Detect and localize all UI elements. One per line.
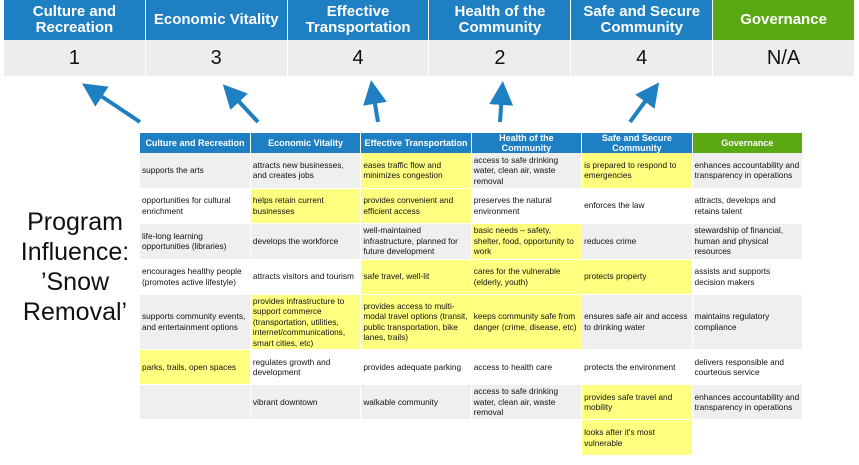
- category-score: 1: [4, 40, 146, 76]
- table-column-header: Health of the Community: [471, 133, 583, 153]
- category-header: Safe and Secure Community: [571, 0, 714, 40]
- arrow-icon: [489, 81, 514, 123]
- table-column-header: Safe and Secure Community: [581, 133, 693, 153]
- table-cell: assists and supports decision makers: [692, 259, 804, 295]
- table-cell: attracts visitors and tourism: [250, 259, 362, 295]
- table-cell: encourages healthy people (promotes acti…: [140, 259, 251, 295]
- table-cell: delivers responsible and courteous servi…: [692, 349, 804, 385]
- table-cell: helps retain current businesses: [250, 188, 362, 224]
- table-cell: supports the arts: [140, 153, 251, 189]
- table-column-header: Effective Transportation: [360, 133, 472, 153]
- table-cell: parks, trails, open spaces: [140, 349, 251, 385]
- table-cell: maintains regulatory compliance: [692, 294, 804, 350]
- table-cell: [360, 419, 472, 456]
- table-row: parks, trails, open spaces regulates grow…: [140, 349, 804, 385]
- table-cell: develops the workforce: [250, 223, 362, 260]
- table-cell: provides access to multi-modal travel op…: [360, 294, 472, 350]
- scorecard: Culture and Recreation Economic Vitality E…: [4, 0, 855, 76]
- table-cell: vibrant downtown: [250, 384, 362, 420]
- category-score: 2: [429, 40, 572, 76]
- table-column-header: Governance: [692, 133, 804, 153]
- table-cell: opportunities for cultural enrichment: [140, 188, 251, 224]
- arrow-icon: [628, 82, 660, 124]
- category-score: 3: [145, 40, 288, 76]
- table-row: life-long learning opportunities (librar…: [140, 223, 804, 260]
- table-cell: [692, 419, 804, 456]
- table-cell: supports community events, and entertain…: [140, 294, 251, 350]
- table-cell: walkable community: [360, 384, 472, 420]
- table-cell: well-maintained infrastructure, planned …: [360, 223, 472, 260]
- table-cell: [140, 419, 251, 456]
- table-cell: provides adequate parking: [360, 349, 472, 385]
- table-cell: enhances accountability and transparency…: [692, 384, 804, 420]
- table-cell: cares for the vulnerable (elderly, youth…: [471, 259, 583, 295]
- table-cell: eases traffic flow and minimizes congest…: [360, 153, 472, 189]
- table-cell: regulates growth and development: [250, 349, 362, 385]
- table-cell: looks after it's most vulnerable: [581, 419, 693, 456]
- category-score: 4: [287, 40, 430, 76]
- table-cell: reduces crime: [581, 223, 693, 260]
- table-cell: enforces the law: [581, 188, 693, 224]
- arrow-icon: [222, 84, 260, 124]
- table-cell: protects the environment: [581, 349, 693, 385]
- table-cell: preserves the natural environment: [471, 188, 583, 224]
- table-cell: [471, 419, 583, 456]
- table-cell: protects property: [581, 259, 693, 295]
- table-cell: life-long learning opportunities (librar…: [140, 223, 251, 260]
- table-cell: stewardship of financial, human and phys…: [692, 223, 804, 260]
- table-cell: access to health care: [471, 349, 583, 385]
- table-cell: keeps community safe from danger (crime,…: [471, 294, 583, 350]
- table-column-header: Culture and Recreation: [140, 133, 251, 153]
- table-cell: access to safe drinking water, clean air…: [471, 153, 583, 189]
- table-cell: attracts, develops and retains talent: [692, 188, 804, 224]
- table-cell: safe travel, well-lit: [360, 259, 472, 295]
- table-cell: [250, 419, 362, 456]
- table-cell: is prepared to respond to emergencies: [581, 153, 693, 189]
- table-cell: ensures safe air and access to drinking …: [581, 294, 693, 350]
- table-cell: access to safe drinking water, clean air…: [471, 384, 583, 420]
- category-score: 4: [571, 40, 714, 76]
- category-header: Governance: [713, 0, 855, 40]
- table-cell: [140, 384, 251, 420]
- table-row: supports community events, and entertain…: [140, 294, 804, 350]
- table-column-header: Economic Vitality: [250, 133, 362, 153]
- category-header: Culture and Recreation: [4, 0, 146, 40]
- category-header: Economic Vitality: [145, 0, 288, 40]
- table-cell: provides safe travel and mobility: [581, 384, 693, 420]
- category-header: Effective Transportation: [287, 0, 430, 40]
- table-cell: basic needs – safety, shelter, food, opp…: [471, 223, 583, 260]
- table-row: vibrant downtown walkable community access…: [140, 384, 804, 420]
- table-row: looks after it's most vulnerable: [140, 419, 804, 456]
- category-score: N/A: [713, 40, 855, 76]
- table-cell: provides convenient and efficient access: [360, 188, 472, 224]
- program-influence-label: Program Influence: ’Snow Removal’: [20, 208, 130, 326]
- table-row: opportunities for cultural enrichment hel…: [140, 188, 804, 224]
- table-cell: enhances accountability and transparency…: [692, 153, 804, 189]
- table-cell: provides infrastructure to support comme…: [250, 294, 362, 350]
- category-header: Health of the Community: [429, 0, 572, 40]
- influence-table: Culture and Recreation Economic Vitality E…: [140, 133, 804, 456]
- arrow-icon: [363, 80, 387, 123]
- table-row: encourages healthy people (promotes acti…: [140, 259, 804, 295]
- arrow-icon: [82, 83, 142, 124]
- table-row: supports the arts attracts new businesses…: [140, 153, 804, 189]
- table-cell: attracts new businesses, and creates job…: [250, 153, 362, 189]
